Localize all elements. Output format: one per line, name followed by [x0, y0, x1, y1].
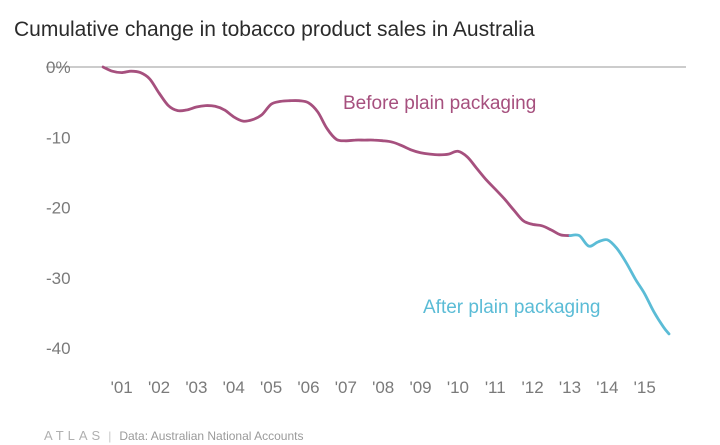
x-tick-label: '14: [596, 378, 618, 397]
x-tick-label: '13: [559, 378, 581, 397]
atlas-logo: ATLAS: [44, 428, 105, 443]
data-source: Data: Australian National Accounts: [119, 428, 304, 443]
y-tick-label: 0%: [46, 58, 71, 77]
x-tick-label: '04: [223, 378, 245, 397]
x-tick-label: '05: [260, 378, 282, 397]
y-tick-label: -20: [46, 199, 71, 218]
x-tick-label: '02: [148, 378, 170, 397]
x-tick-label: '09: [409, 378, 431, 397]
x-tick-label: '08: [372, 378, 394, 397]
annotation-after: After plain packaging: [423, 297, 600, 318]
x-tick-label: '11: [485, 378, 506, 397]
x-tick-label: '01: [111, 378, 133, 397]
y-tick-label: -30: [46, 269, 71, 288]
x-tick-label: '15: [634, 378, 656, 397]
footer: ATLAS | Data: Australian National Accoun…: [44, 428, 303, 443]
footer-separator: |: [108, 428, 112, 443]
x-tick-label: '12: [522, 378, 544, 397]
series-line-after: [568, 233, 671, 336]
x-tick-label: '10: [447, 378, 469, 397]
annotation-before: Before plain packaging: [343, 93, 536, 114]
x-tick-label: '03: [185, 378, 207, 397]
x-tick-label: '07: [335, 378, 357, 397]
series-line-before: [101, 65, 572, 237]
y-tick-label: -40: [46, 339, 71, 358]
chart-title: Cumulative change in tobacco product sal…: [14, 18, 535, 41]
x-tick-label: '06: [297, 378, 319, 397]
y-tick-label: -10: [46, 128, 71, 147]
